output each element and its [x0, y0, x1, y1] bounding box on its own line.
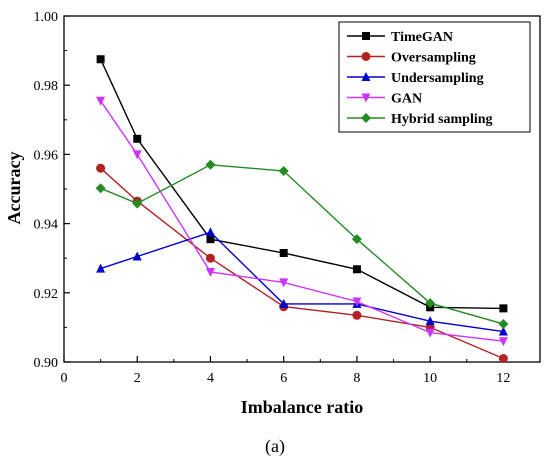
point-marker	[361, 52, 371, 61]
series-line	[100, 231, 504, 333]
y-tick-label: 1.00	[34, 10, 59, 25]
point-marker	[132, 251, 142, 261]
figure-caption: (a)	[265, 436, 285, 457]
point-marker	[132, 150, 142, 160]
legend-label: TimeGAN	[391, 30, 453, 45]
point-marker	[279, 278, 289, 288]
series-gan	[96, 96, 508, 347]
series-line	[100, 167, 504, 360]
point-marker	[205, 159, 216, 170]
series-undersampling	[96, 227, 508, 336]
point-marker	[205, 253, 215, 263]
point-marker	[499, 304, 508, 313]
point-marker	[95, 183, 106, 194]
legend-entry: Undersampling	[347, 71, 484, 86]
point-marker	[96, 263, 106, 273]
point-marker	[205, 227, 215, 237]
x-tick-label: 6	[280, 371, 287, 386]
legend-entry: Oversampling	[347, 51, 476, 66]
legend-label: Hybrid sampling	[391, 112, 493, 127]
point-marker	[425, 328, 435, 338]
y-tick-label: 0.94	[34, 218, 59, 233]
legend-entry: TimeGAN	[347, 30, 453, 45]
series-oversampling	[96, 163, 508, 364]
point-marker	[362, 32, 370, 40]
point-marker	[96, 96, 106, 106]
y-tick-label: 0.98	[34, 79, 59, 94]
point-marker	[498, 354, 508, 364]
point-marker	[361, 93, 371, 103]
y-axis-title: Accuracy	[4, 152, 24, 225]
y-tick-label: 0.96	[34, 148, 59, 163]
point-marker	[96, 163, 106, 173]
legend-label: Undersampling	[391, 71, 484, 86]
legend-entry: GAN	[347, 92, 422, 107]
series-hybrid-sampling	[95, 159, 509, 329]
point-marker	[498, 318, 509, 329]
legend-label: GAN	[391, 92, 422, 107]
x-tick-label: 0	[61, 371, 68, 386]
point-marker	[351, 234, 362, 245]
point-marker	[279, 298, 289, 308]
point-marker	[425, 316, 435, 326]
x-tick-label: 8	[353, 371, 360, 386]
point-marker	[279, 249, 288, 258]
point-marker	[361, 72, 371, 81]
axis-ticks: 0 2 4 6 8 10 12 0.90 0.92 0.94 0.96 0.98 1.00	[34, 10, 511, 386]
series-line	[100, 164, 504, 325]
point-marker	[361, 113, 371, 123]
point-marker	[205, 268, 215, 278]
point-marker	[352, 310, 362, 320]
point-marker	[352, 265, 361, 274]
point-marker	[278, 166, 289, 177]
point-marker	[498, 326, 508, 336]
series-layer	[95, 55, 509, 364]
legend-entry: Hybrid sampling	[347, 112, 493, 127]
point-marker	[498, 337, 508, 347]
x-tick-label: 10	[423, 371, 437, 386]
point-marker	[206, 235, 215, 244]
series-line	[100, 100, 504, 342]
y-tick-label: 0.90	[34, 356, 59, 371]
point-marker	[352, 297, 362, 307]
x-tick-label: 12	[496, 371, 510, 386]
point-marker	[132, 198, 143, 209]
point-marker	[133, 134, 142, 143]
point-marker	[96, 55, 105, 64]
x-tick-label: 2	[134, 371, 141, 386]
point-marker	[425, 298, 436, 309]
legend-label: Oversampling	[391, 51, 476, 66]
y-tick-label: 0.92	[34, 287, 59, 302]
x-axis-title: Imbalance ratio	[241, 397, 363, 417]
x-tick-label: 4	[207, 371, 214, 386]
legend: TimeGAN Oversampling Undersampling GAN Hybri…	[338, 21, 531, 133]
